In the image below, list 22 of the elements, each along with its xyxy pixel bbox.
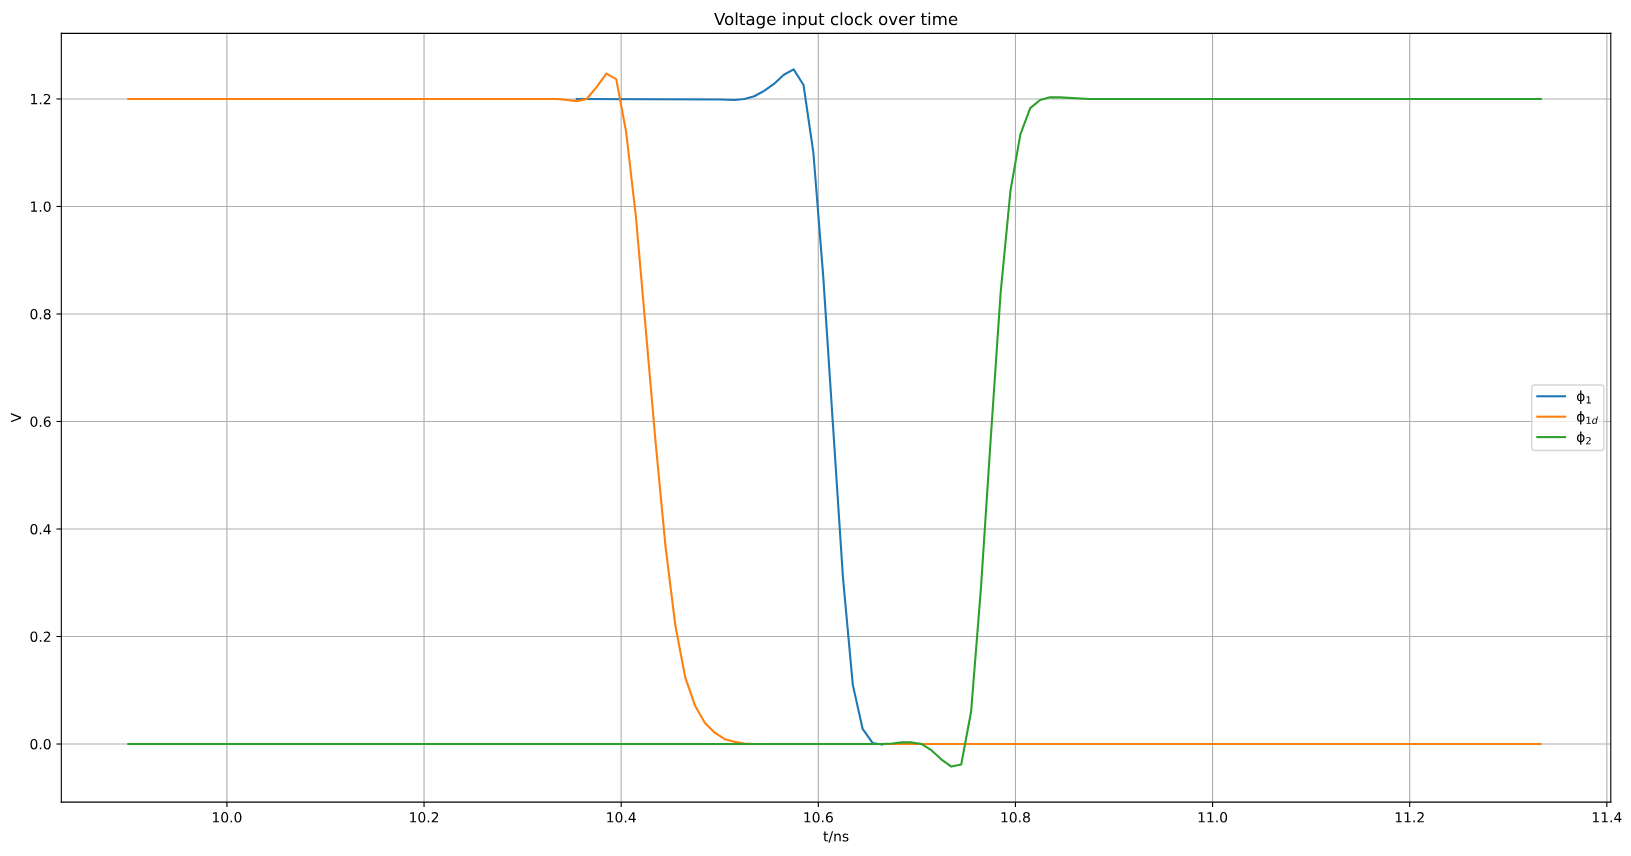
x-axis-title: t/ns	[823, 831, 849, 843]
chart-title: Voltage input clock over time	[714, 12, 958, 29]
x-tick-label: 10.6	[804, 812, 833, 823]
y-tick-label: 0.2	[30, 631, 51, 642]
x-tick-label: 11.0	[1198, 812, 1228, 823]
y-tick-label: 0.4	[30, 523, 51, 535]
y-tick-label: 1.2	[31, 93, 51, 105]
y-tick-label: 0.0	[30, 738, 51, 750]
y-tick-label: 0.8	[30, 308, 51, 320]
x-tick-label: 10.4	[607, 812, 636, 823]
x-tick-label: 11.4	[1592, 812, 1622, 823]
y-tick-label: 0.6	[30, 416, 51, 427]
legend-label: ϕ$_{2}$	[1576, 431, 1591, 445]
x-tick-label: 10.0	[212, 812, 242, 823]
legend-label: ϕ$_{1d}$	[1576, 410, 1598, 425]
y-axis-title: V	[10, 413, 22, 423]
x-tick-label: 10.2	[410, 812, 439, 823]
y-tick-label: 1.0	[31, 201, 51, 212]
x-tick-label: 11.2	[1395, 812, 1424, 823]
line-series	[575, 68, 884, 746]
legend-label: ϕ$_{1}$	[1576, 390, 1591, 405]
x-tick-label: 10.8	[1001, 812, 1030, 823]
